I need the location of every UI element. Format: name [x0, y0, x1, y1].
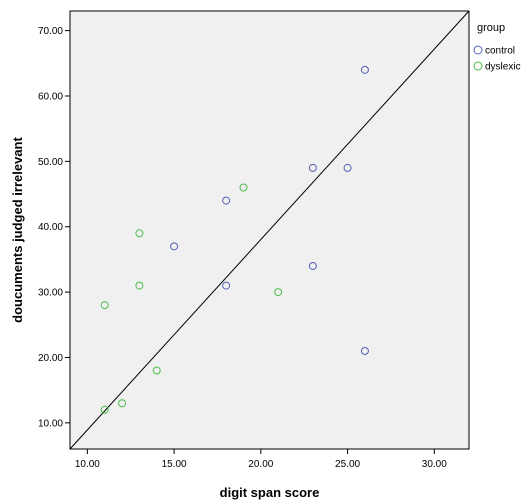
y-tick-label: 40.00: [38, 222, 63, 233]
data-point-dyslexic: [100, 405, 109, 414]
data-point-control: [222, 281, 231, 290]
data-point-dyslexic: [274, 288, 283, 297]
reference-line: [69, 10, 470, 450]
y-tick-label: 60.00: [38, 91, 63, 102]
x-tick-label: 25.00: [335, 459, 360, 470]
data-point-dyslexic: [135, 229, 144, 238]
y-axis: 10.00 20.00 30.00 40.00 50.00 60.00 70.00: [38, 26, 70, 429]
x-tick-label: 20.00: [248, 459, 273, 470]
x-tick-label: 15.00: [162, 459, 187, 470]
data-point-dyslexic: [135, 281, 144, 290]
data-point-dyslexic: [118, 399, 127, 408]
data-point-dyslexic: [100, 301, 109, 310]
legend: group control dyslexic: [473, 22, 521, 73]
data-point-control: [170, 242, 179, 251]
y-tick-label: 50.00: [38, 157, 63, 168]
data-point-control: [308, 163, 317, 172]
x-tick-label: 10.00: [75, 459, 100, 470]
data-point-control: [308, 261, 317, 270]
data-points: [100, 65, 369, 414]
x-tick-label: 30.00: [422, 459, 447, 470]
legend-label-dyslexic: dyslexic: [485, 62, 521, 73]
data-point-control: [222, 196, 231, 205]
y-tick-label: 10.00: [38, 418, 63, 429]
y-tick-label: 20.00: [38, 353, 63, 364]
legend-marker-dyslexic: [473, 61, 483, 71]
legend-label-control: control: [485, 46, 515, 57]
x-axis: 10.00 15.00 20.00 25.00 30.00: [75, 449, 447, 470]
x-axis-title: digit span score: [220, 485, 320, 500]
y-axis-title: doucuments judged irrelevant: [10, 137, 25, 323]
data-point-dyslexic: [239, 183, 248, 192]
data-point-control: [343, 163, 352, 172]
legend-marker-control: [473, 45, 483, 55]
data-point-control: [360, 346, 369, 355]
y-tick-label: 30.00: [38, 288, 63, 299]
legend-title: group: [477, 22, 505, 34]
data-point-dyslexic: [152, 366, 161, 375]
data-point-control: [360, 65, 369, 74]
y-tick-label: 70.00: [38, 26, 63, 37]
